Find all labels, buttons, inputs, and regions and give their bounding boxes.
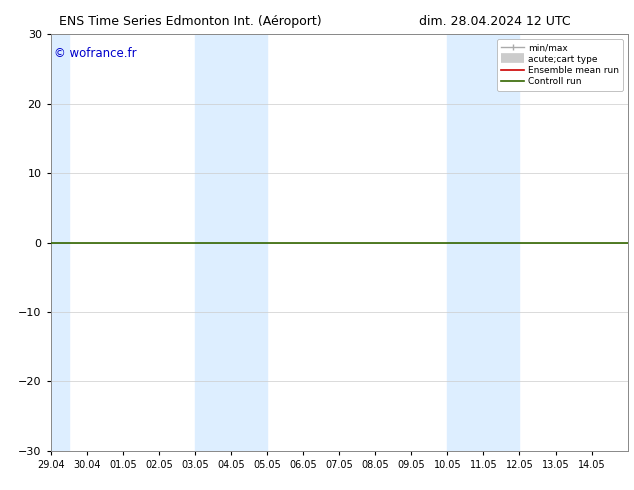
Bar <box>448 34 519 451</box>
Text: dim. 28.04.2024 12 UTC: dim. 28.04.2024 12 UTC <box>418 15 571 28</box>
Text: © wofrance.fr: © wofrance.fr <box>54 47 136 60</box>
Bar <box>51 34 68 451</box>
Bar <box>195 34 267 451</box>
Legend: min/max, acute;cart type, Ensemble mean run, Controll run: min/max, acute;cart type, Ensemble mean … <box>497 39 623 91</box>
Text: ENS Time Series Edmonton Int. (Aéroport): ENS Time Series Edmonton Int. (Aéroport) <box>59 15 321 28</box>
